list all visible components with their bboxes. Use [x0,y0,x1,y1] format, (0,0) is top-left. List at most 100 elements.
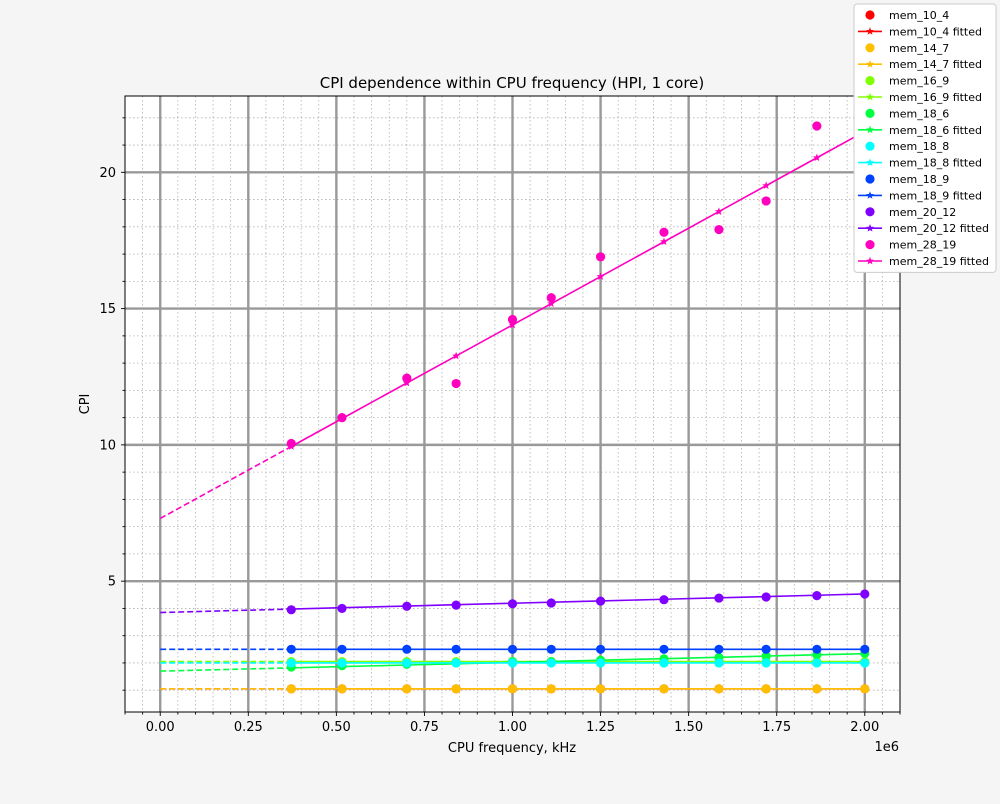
data-point [714,658,724,668]
fit-star-marker [714,207,723,215]
legend-entry-label: mem_28_19 [889,239,956,252]
data-point [595,644,606,654]
data-point [812,591,822,601]
data-point [337,658,347,668]
data-point [659,684,669,694]
x-tick-label: 0.50 [322,720,351,735]
fit-star-marker [452,351,461,360]
legend-dot-swatch [865,141,875,151]
legend-entry-label: mem_10_4 [889,9,949,22]
data-point [659,644,669,654]
series-mem_18_9 [160,644,870,654]
legend-entry-label: mem_14_7 fitted [889,58,982,71]
legend-dot-swatch [865,174,875,184]
data-point [286,438,296,449]
x-tick-label: 0.75 [410,720,439,735]
legend-star-swatch [866,224,874,232]
legend-star-swatch [866,191,874,199]
data-point [546,598,556,608]
chart-title: CPI dependence within CPU frequency (HPI… [320,74,705,92]
x-tick-label: 1.00 [498,720,527,735]
legend-box [853,3,997,273]
fit-line [291,593,865,610]
data-point [714,593,724,603]
legend-entry-label: mem_16_9 fitted [889,91,982,104]
data-point [337,684,347,694]
data-point [812,121,822,131]
data-point [402,684,412,694]
legend-entry-label: mem_18_9 [889,173,949,186]
data-point [286,684,296,694]
data-point [286,644,296,654]
fit-extrapolation-line [159,445,292,520]
legend-star-swatch [866,27,874,35]
data-point [761,644,771,654]
y-tick-label: 20 [99,166,116,181]
legend-dot-swatch [865,207,875,217]
fit-star-marker [547,299,556,308]
legend-entry-label: mem_20_12 fitted [889,222,989,235]
legend-dot-swatch [865,10,875,20]
legend-entry-label: mem_18_6 fitted [889,124,982,137]
data-point [714,684,724,694]
x-tick-label: 0.00 [146,720,175,735]
data-point [595,596,606,606]
data-point [761,651,771,661]
fit-star-marker [762,181,771,190]
y-tick-label: 5 [108,575,116,590]
data-point [402,601,412,611]
legend-entry-label: mem_18_6 [889,107,949,120]
data-point [546,684,556,694]
legend-star-swatch [866,92,874,101]
legend-entry-label: mem_20_12 [889,206,956,219]
x-tick-label: 1.25 [586,720,615,735]
legend-entry-label: mem_10_4 fitted [889,25,982,38]
legend-dot-swatch [865,76,875,86]
legend-dot-swatch [865,240,875,250]
minor-grid [124,96,901,712]
fit-star-marker [659,237,668,246]
legend-entry-label: mem_14_7 [889,42,949,55]
fit-line [290,130,866,448]
data-point [546,293,556,303]
legend-dot-swatch [865,43,875,53]
data-point [812,684,822,694]
data-point [402,658,412,668]
x-tick-label: 0.25 [234,720,263,735]
legend-entry-label: mem_16_9 [889,75,949,88]
fit-star-marker [508,320,517,329]
legend: mem_10_4 mem_10_4 fitted mem_14_7 mem_14_7 … [853,3,997,273]
fit-extrapolation-line [160,667,292,672]
data-point [595,658,606,668]
data-point [546,658,556,668]
series-mem_18_8 [160,658,870,668]
data-point [402,373,412,383]
y-axis-label: CPI [78,394,93,415]
data-point [812,658,822,668]
x-tick-label: 1.75 [762,720,791,735]
series-mem_20_12 [160,589,870,615]
legend-dot-swatch [865,108,875,118]
data-point [337,644,347,654]
data-point [860,684,870,694]
data-point [337,603,347,614]
data-point [286,658,296,668]
data-point [595,684,606,694]
y-tick-label: 15 [99,302,116,317]
axis-ticks: 0.00 0.25 0.50 0.75 1.00 1.25 1.50 1.75 2.00 5 10 1… [99,117,901,735]
data-point [507,658,518,668]
x-tick-label: 2.00 [850,720,879,735]
data-point [507,314,518,325]
data-point [860,658,870,668]
data-point [451,644,461,654]
data-point [659,658,669,668]
x-axis-offset-label: 1e6 [874,740,899,755]
data-point [451,378,461,389]
data-point [546,644,556,654]
legend-star-swatch [866,256,874,265]
data-point [761,592,771,602]
legend-entry-label: mem_18_9 fitted [889,189,982,202]
x-axis-label: CPU frequency, kHz [448,741,576,756]
